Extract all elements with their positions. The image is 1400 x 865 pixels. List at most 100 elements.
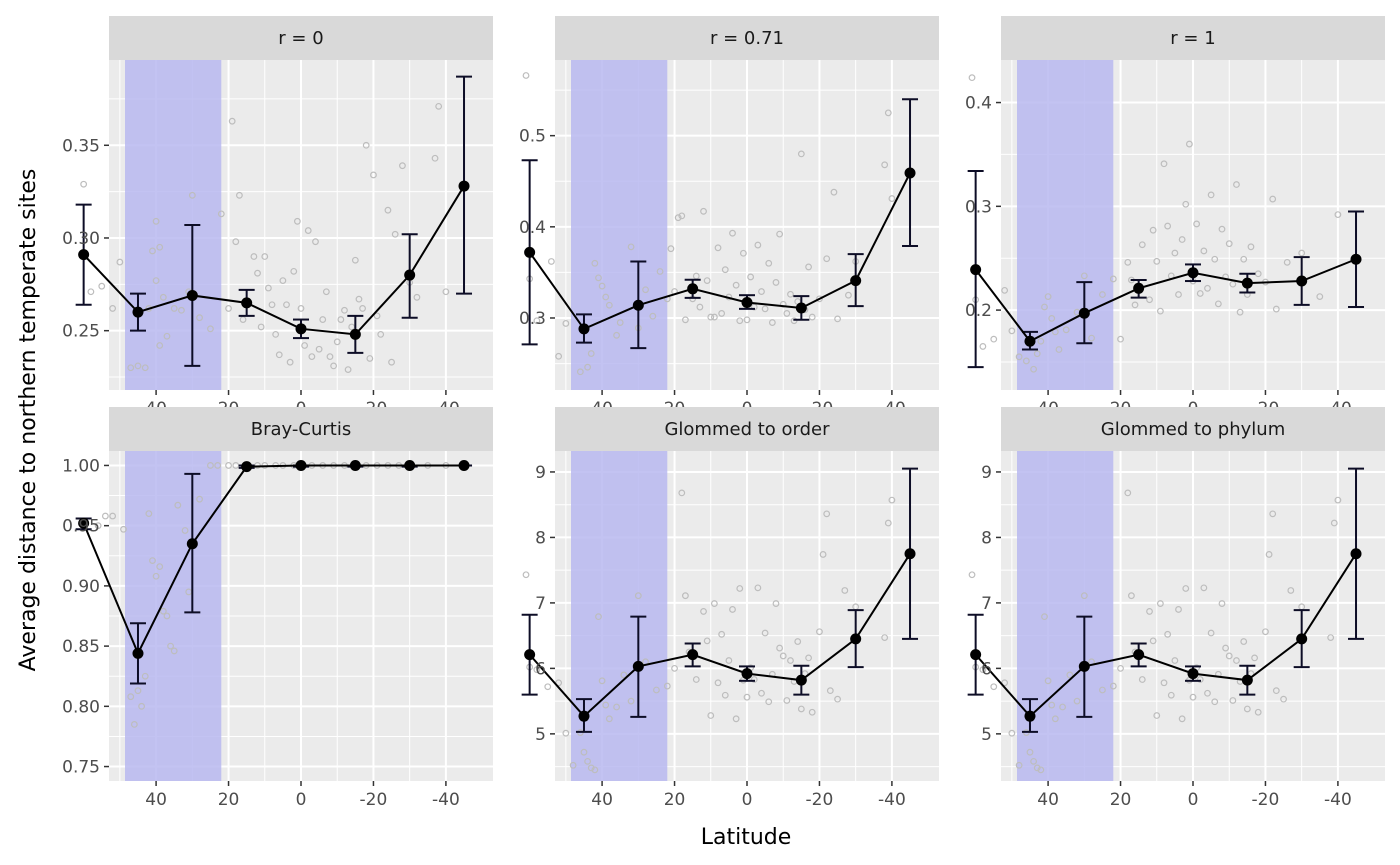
data-point [1149, 637, 1157, 645]
data-point [80, 180, 88, 188]
data-point [533, 317, 541, 325]
facet-panel: Glommed to phylum 40 20 0 -20 -40 5 6 7 8 9 [967, 407, 1385, 810]
data-point [736, 317, 744, 325]
latitude-shade-band [1017, 451, 1114, 781]
mean-point [741, 296, 753, 308]
data-point [1044, 293, 1052, 301]
data-point [290, 267, 298, 275]
y-tick-label: 0.80 [62, 697, 100, 717]
data-point [634, 592, 642, 600]
facet-strip-label: Glommed to order [664, 419, 830, 440]
y-tick-label: 8 [981, 528, 992, 548]
data-point [787, 290, 794, 298]
y-tick-label: 0.35 [62, 136, 100, 156]
data-point [413, 293, 421, 301]
data-point [1196, 676, 1204, 683]
data-point [834, 695, 841, 703]
data-point [732, 715, 740, 723]
data-point [152, 217, 160, 225]
x-tick-label: 40 [145, 790, 167, 810]
facet-strip [555, 407, 939, 451]
mean-point [795, 302, 807, 314]
data-point [1240, 255, 1248, 263]
data-point [163, 612, 171, 620]
y-tick-label: 6 [981, 659, 992, 679]
data-point [990, 335, 998, 343]
mean-point [1187, 668, 1199, 680]
data-point [620, 671, 628, 679]
mean-point [186, 289, 198, 301]
data-point [101, 512, 109, 520]
y-tick-label: 1.00 [62, 456, 100, 476]
data-point [797, 705, 805, 713]
mean-point [904, 167, 916, 179]
data-point [1164, 222, 1172, 230]
data-point [207, 325, 214, 333]
data-point [845, 291, 852, 299]
data-point [979, 343, 987, 350]
data-point [768, 319, 776, 326]
data-point [1059, 703, 1066, 711]
data-point [388, 358, 395, 366]
data-point [522, 571, 530, 579]
data-point [1117, 664, 1124, 672]
mean-point [632, 660, 644, 672]
facet-strip [109, 407, 493, 451]
mean-point [741, 668, 753, 680]
data-point [98, 282, 106, 290]
data-point [1196, 290, 1204, 297]
data-point [94, 522, 102, 530]
mean-point [295, 459, 307, 471]
data-point [1033, 350, 1041, 358]
x-tick-label: -40 [432, 790, 460, 810]
data-point [779, 652, 787, 660]
data-point [1080, 592, 1088, 600]
mean-point [78, 249, 90, 261]
mean-point [578, 323, 590, 335]
data-point [605, 715, 613, 723]
data-point [1269, 510, 1277, 518]
mean-point [1078, 307, 1090, 319]
data-point [1160, 679, 1168, 687]
data-point [754, 584, 762, 592]
data-point [591, 259, 599, 267]
mean-point [404, 459, 416, 471]
data-point [1022, 357, 1030, 365]
data-point [431, 154, 439, 162]
data-point [649, 312, 657, 320]
data-point [682, 592, 689, 600]
data-point [707, 712, 715, 719]
data-point [834, 315, 841, 323]
data-point [765, 259, 773, 267]
data-point [587, 764, 595, 772]
data-point [1156, 307, 1164, 315]
data-point [710, 600, 718, 607]
data-point [1117, 335, 1124, 343]
data-point [322, 288, 330, 296]
data-point [174, 501, 182, 509]
data-point [580, 748, 588, 756]
data-point [232, 462, 240, 469]
data-point [250, 253, 258, 260]
mean-line [528, 172, 911, 331]
data-point [613, 703, 620, 711]
data-point [1214, 300, 1222, 308]
data-point [808, 313, 816, 321]
data-point [718, 310, 726, 317]
data-point [533, 666, 541, 674]
data-point [178, 306, 185, 314]
x-tick-label: -20 [360, 790, 388, 810]
data-point [794, 638, 802, 645]
data-point [1146, 296, 1153, 304]
mean-line [82, 464, 465, 656]
data-point [152, 277, 160, 285]
data-point [326, 353, 334, 361]
facet-strip [109, 16, 493, 60]
data-point [1015, 761, 1023, 769]
data-point [1048, 701, 1056, 709]
data-point [714, 679, 722, 687]
data-point [373, 312, 381, 320]
mean-point [1241, 674, 1253, 686]
data-point [384, 206, 392, 214]
data-point [721, 266, 729, 274]
